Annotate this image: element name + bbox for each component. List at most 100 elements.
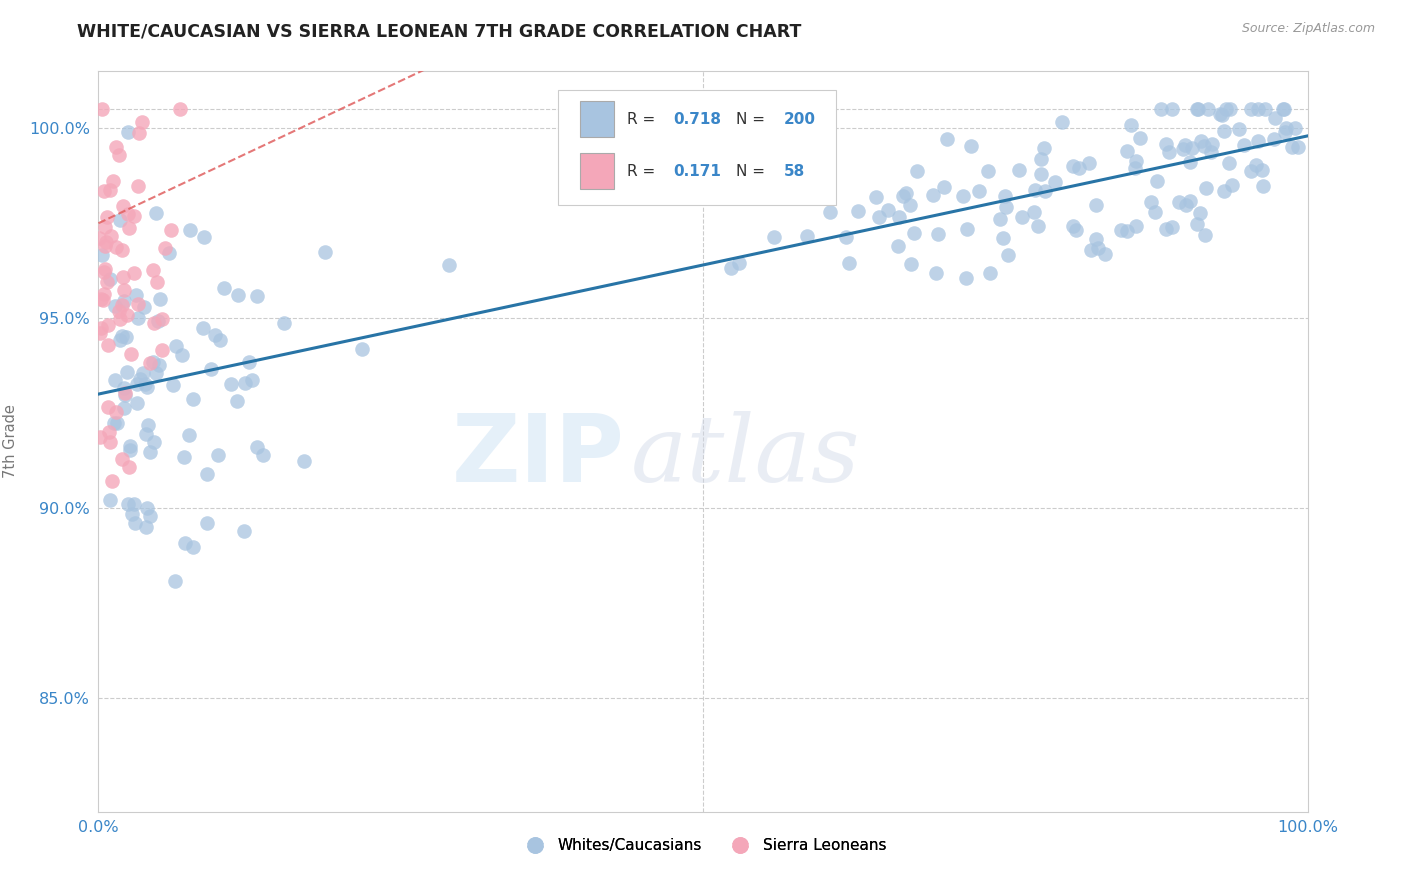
Point [208, 333, 231, 347]
Text: 58: 58 [785, 164, 806, 179]
Point [1286, 140, 1309, 154]
Point [148, 358, 170, 372]
Point [1284, 121, 1306, 136]
Point [1194, 227, 1216, 242]
Point [98, 493, 121, 508]
Point [112, 381, 135, 395]
Point [1185, 103, 1208, 117]
Point [1171, 142, 1194, 156]
Text: N =: N = [735, 112, 765, 128]
Point [1263, 132, 1285, 146]
Point [994, 189, 1017, 203]
Point [1213, 124, 1236, 138]
Point [1215, 103, 1237, 117]
Point [835, 230, 858, 244]
Point [314, 244, 336, 259]
Point [233, 376, 256, 390]
Point [1007, 162, 1029, 177]
Point [1220, 178, 1243, 193]
Point [132, 300, 155, 314]
Point [118, 443, 141, 458]
Point [121, 508, 143, 522]
Point [219, 376, 242, 391]
Point [108, 312, 131, 326]
Point [101, 474, 124, 488]
Point [1159, 145, 1181, 159]
Point [179, 428, 201, 442]
Point [1167, 195, 1189, 210]
Point [979, 267, 1001, 281]
Point [105, 140, 128, 154]
Point [994, 200, 1017, 214]
Point [110, 452, 132, 467]
Point [1251, 178, 1274, 193]
Point [112, 401, 135, 415]
Point [104, 299, 127, 313]
Point [90, 248, 112, 262]
Point [207, 448, 229, 462]
Point [988, 211, 1011, 226]
Point [891, 188, 914, 202]
Point [1274, 125, 1296, 139]
Point [181, 540, 204, 554]
FancyBboxPatch shape [579, 102, 613, 137]
Point [1187, 217, 1209, 231]
Point [135, 426, 157, 441]
Point [100, 228, 122, 243]
Point [143, 316, 166, 330]
Point [1140, 194, 1163, 209]
Point [122, 266, 145, 280]
Point [89, 429, 111, 443]
Point [101, 174, 124, 188]
Point [149, 292, 172, 306]
Text: 0.171: 0.171 [672, 164, 721, 179]
Point [233, 524, 256, 539]
Point [115, 308, 138, 322]
Text: R =: R = [627, 112, 655, 128]
Point [117, 497, 139, 511]
Point [1064, 223, 1087, 237]
Point [1109, 222, 1132, 236]
Point [838, 256, 860, 270]
Point [150, 311, 173, 326]
Text: atlas: atlas [630, 411, 860, 501]
Point [273, 316, 295, 330]
Point [865, 190, 887, 204]
Point [104, 373, 127, 387]
Point [108, 333, 131, 347]
Point [146, 314, 169, 328]
Point [118, 460, 141, 475]
Point [1125, 153, 1147, 168]
Point [111, 244, 134, 258]
Point [1227, 121, 1250, 136]
Point [152, 343, 174, 357]
Point [1161, 103, 1184, 117]
Point [1247, 134, 1270, 148]
Point [96, 235, 118, 249]
Point [112, 293, 135, 308]
Point [1080, 243, 1102, 257]
Point [1033, 141, 1056, 155]
Point [139, 356, 162, 370]
Point [1189, 134, 1212, 148]
Point [969, 184, 991, 198]
Point [108, 303, 131, 318]
Point [96, 338, 118, 352]
Point [1026, 219, 1049, 234]
Point [889, 210, 911, 224]
Point [1211, 108, 1233, 122]
Text: R =: R = [627, 164, 655, 179]
Point [868, 210, 890, 224]
Point [143, 434, 166, 449]
Text: ZIP: ZIP [451, 410, 624, 502]
Point [96, 210, 118, 224]
Point [1085, 232, 1108, 246]
Point [90, 292, 112, 306]
Point [124, 516, 146, 530]
Point [145, 205, 167, 219]
Point [1197, 103, 1219, 117]
Point [163, 574, 186, 588]
Text: WHITE/CAUCASIAN VS SIERRA LEONEAN 7TH GRADE CORRELATION CHART: WHITE/CAUCASIAN VS SIERRA LEONEAN 7TH GR… [77, 22, 801, 40]
Point [122, 210, 145, 224]
Point [134, 376, 156, 391]
